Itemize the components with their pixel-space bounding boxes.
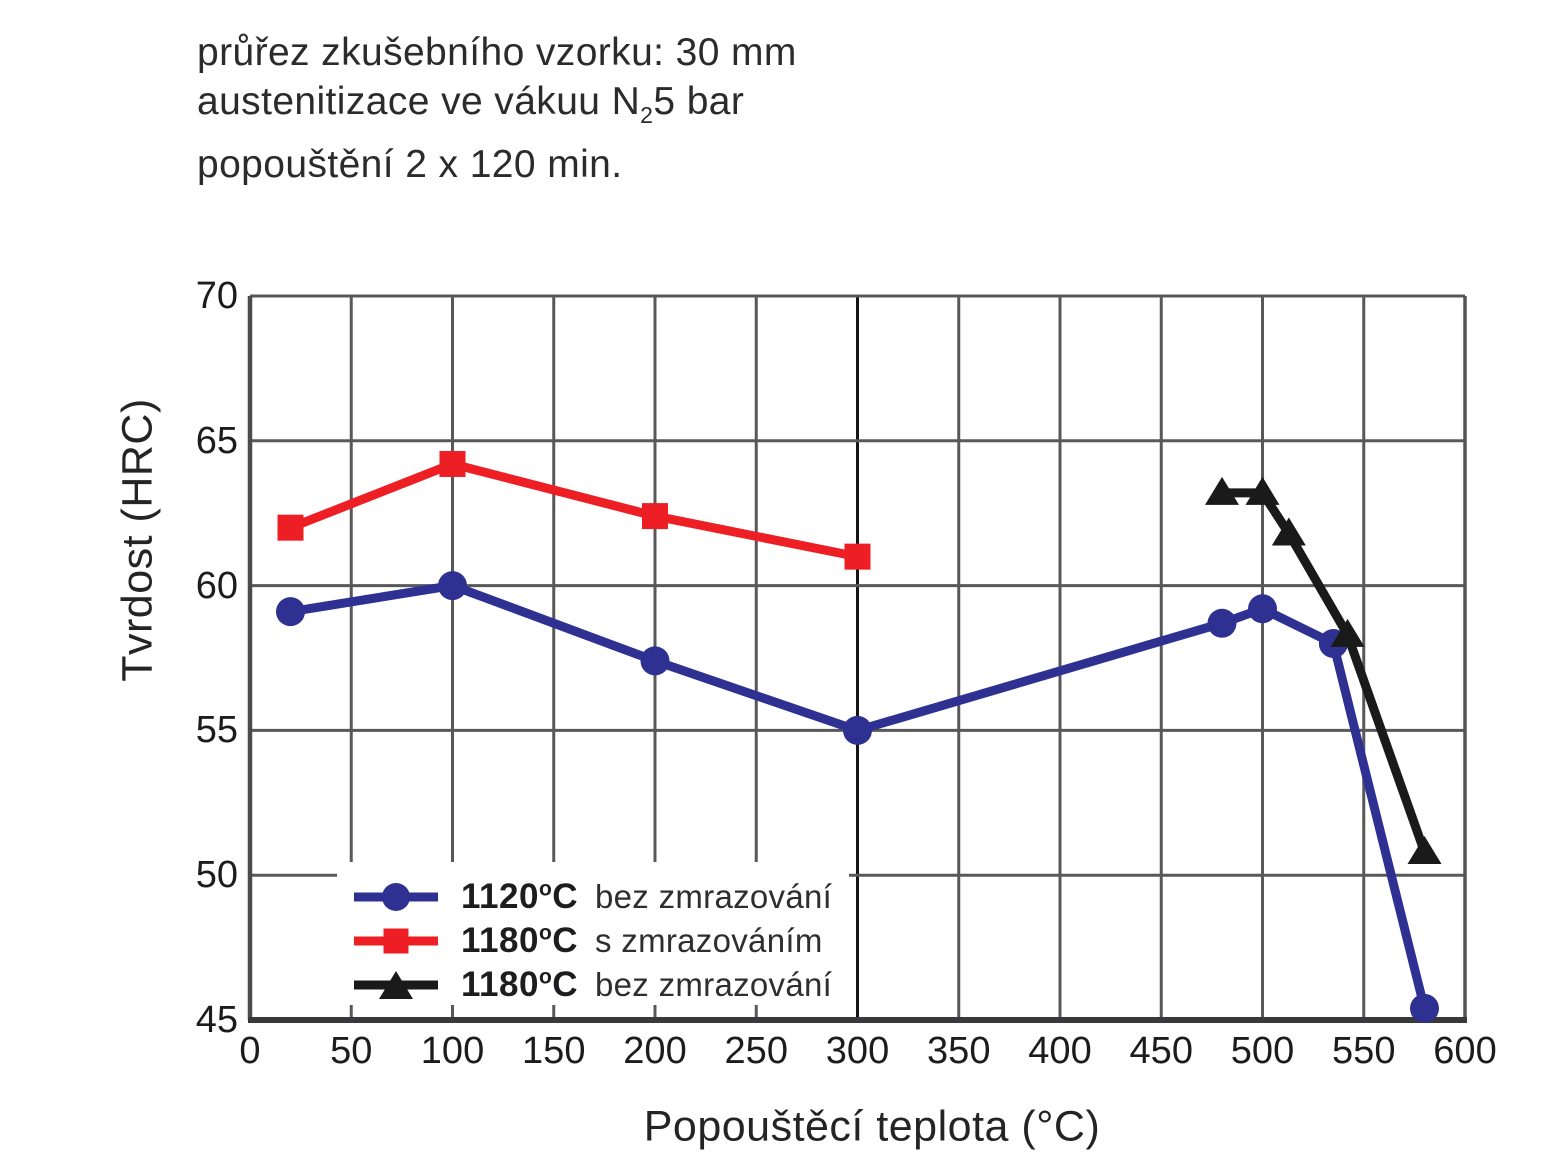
x-axis-title: Popouštěcí teplota (°C): [643, 1102, 1101, 1151]
data-point-circle: [843, 715, 872, 745]
y-tick-label: 45: [195, 999, 238, 1041]
y-tick-label: 55: [195, 709, 238, 752]
annotation-line-1: průřez zkušebního vzorku: 30 mm: [197, 31, 797, 74]
x-tick-label: 350: [927, 1030, 991, 1072]
legend-temp-unit: C: [552, 965, 579, 1004]
legend-description: bez zmrazování: [595, 966, 833, 1003]
legend-temp-unit: C: [552, 921, 579, 960]
x-tick-label: 50: [330, 1030, 373, 1072]
legend-temp-value: 1120: [461, 877, 539, 916]
data-point-triangle: [1407, 836, 1442, 865]
legend-temp-label: 1120oC: [461, 877, 595, 917]
data-point-triangle: [1205, 476, 1239, 505]
legend-sample-line: [354, 921, 438, 961]
series-line: [1217, 488, 1429, 857]
data-point-square: [642, 503, 668, 530]
legend-item: 1180oC s zmrazováním: [337, 919, 849, 963]
legend-item: 1120oC bez zmrazování: [337, 875, 849, 919]
data-point-square: [277, 514, 304, 541]
x-tick-label: 600: [1433, 1030, 1497, 1072]
legend-temp-label: 1180oC: [461, 965, 595, 1005]
square-marker-icon: [383, 928, 409, 954]
triangle-marker-icon: [379, 971, 413, 999]
data-point-circle: [438, 571, 467, 601]
y-tick-label: 60: [195, 564, 238, 607]
annotation-line-2-tail: 5 bar: [653, 80, 745, 123]
data-point-triangle: [1330, 618, 1365, 647]
legend-temp-unit: C: [552, 877, 579, 916]
x-tick-label: 450: [1129, 1030, 1193, 1072]
x-tick-label: 300: [825, 1030, 890, 1072]
legend-temp-value: 1180: [461, 921, 539, 960]
data-point-square: [439, 450, 466, 477]
legend-description: bez zmrazování: [595, 878, 833, 915]
x-tick-label: 550: [1332, 1030, 1396, 1072]
legend-sample-line: [354, 965, 438, 1005]
data-point-square: [844, 543, 871, 570]
chart-annotation: průřez zkušebního vzorku: 30 mm austenit…: [197, 28, 797, 189]
degree-symbol: o: [538, 921, 553, 945]
legend-item: 1180oC bez zmrazování: [337, 963, 849, 1007]
y-tick-label: 70: [195, 275, 238, 317]
degree-symbol: o: [538, 965, 553, 989]
x-tick-label: 200: [623, 1030, 687, 1072]
x-tick-label: 0: [239, 1030, 261, 1072]
data-point-circle: [1207, 608, 1237, 638]
y-tick-label: 65: [195, 419, 238, 462]
x-tick-label: 500: [1230, 1030, 1295, 1072]
y-tick-label: 50: [195, 854, 238, 897]
legend: 1120oC bez zmrazování 1180oC s zmrazován…: [337, 862, 849, 1005]
annotation-line-2-text: austenitizace ve vákuu N: [197, 80, 641, 123]
legend-temp-value: 1180: [461, 965, 539, 1004]
annotation-line-3: popouštění 2 x 120 min.: [197, 142, 623, 186]
x-tick-label: 100: [420, 1030, 485, 1072]
data-point-circle: [276, 597, 305, 627]
series-line: [286, 459, 862, 562]
circle-marker-icon: [382, 883, 410, 911]
degree-symbol: o: [538, 877, 553, 901]
data-point-triangle: [1245, 476, 1280, 505]
annotation-line-2: austenitizace ve vákuu N25 bar: [197, 77, 797, 140]
nitrogen-subscript: 2: [640, 101, 654, 128]
data-point-triangle: [1271, 517, 1306, 546]
data-point-circle: [640, 646, 670, 676]
legend-description: s zmrazováním: [595, 922, 823, 959]
legend-temp-label: 1180oC: [461, 921, 595, 961]
data-point-circle: [1248, 594, 1277, 624]
x-tick-label: 150: [522, 1030, 586, 1072]
legend-sample-line: [354, 877, 438, 917]
data-point-circle: [1410, 993, 1439, 1023]
x-tick-label: 250: [724, 1030, 788, 1072]
x-tick-label: 400: [1028, 1030, 1092, 1072]
